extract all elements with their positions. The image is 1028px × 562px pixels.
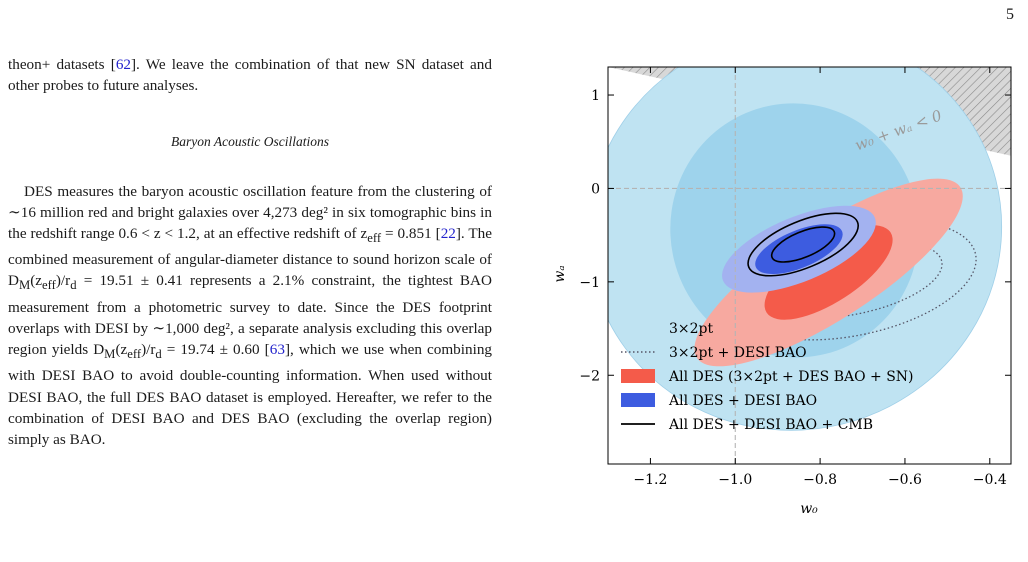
legend-swatch	[621, 321, 655, 335]
legend-label: 3×2pt	[669, 321, 714, 337]
legend-swatch	[621, 369, 655, 383]
y-axis-label: wₐ	[552, 265, 568, 282]
text-column: theon+ datasets [62]. We leave the combi…	[8, 54, 492, 450]
y-tick-label: −1	[579, 275, 600, 291]
contour-2-1sigma	[764, 225, 893, 320]
legend-label: All DES + DESI BAO + CMB	[668, 417, 873, 433]
bao-paragraph: DES measures the baryon acoustic oscilla…	[8, 182, 493, 448]
legend-label: All DES + DESI BAO	[668, 393, 817, 409]
page-number: 5	[1006, 6, 1014, 23]
legend-swatch	[621, 393, 655, 407]
legend-label: All DES (3×2pt + DES BAO + SN)	[668, 369, 914, 385]
section-heading: Baryon Acoustic Oscillations	[171, 134, 329, 150]
plot-frame	[607, 66, 1012, 465]
y-tick-label: −2	[579, 368, 600, 384]
x-tick-label: −0.4	[973, 472, 1007, 488]
y-tick-label: 0	[591, 181, 600, 197]
x-tick-label: −0.8	[803, 472, 837, 488]
contour-4-2sigma	[747, 212, 859, 277]
intro-paragraph: theon+ datasets [62]. We leave the combi…	[8, 56, 492, 95]
plot-area	[608, 67, 1011, 464]
w0-wa-contour-figure: −1.2 −1.0 −0.8 −0.6 −0.4 1 0 −1 −2 w₀ wₐ w₀ + wₐ…	[548, 50, 1023, 525]
y-tick-label: 1	[591, 88, 600, 104]
legend-label: 3×2pt + DESI BAO	[669, 345, 807, 361]
x-tick-label: −1.0	[718, 472, 752, 488]
citation-link[interactable]: 22	[440, 225, 456, 243]
citation-link[interactable]: 63	[269, 341, 285, 359]
x-tick-label: −0.6	[888, 472, 922, 488]
contour-chart: −1.2 −1.0 −0.8 −0.6 −0.410−1−2 w₀ wₐ w₀ + wₐ…	[552, 66, 1012, 517]
citation-link[interactable]: 62	[115, 56, 131, 73]
legend: 3×2pt 3×2pt + DESI BAO All DES (3×2pt + DE…	[621, 321, 914, 433]
x-axis-label: w₀	[800, 501, 818, 517]
axis-ticks: −1.2 −1.0 −0.8 −0.6 −0.4 1 0 −1 −2	[579, 67, 1011, 488]
x-tick-label: −1.2	[633, 472, 667, 488]
contour-4-1sigma	[770, 226, 836, 263]
